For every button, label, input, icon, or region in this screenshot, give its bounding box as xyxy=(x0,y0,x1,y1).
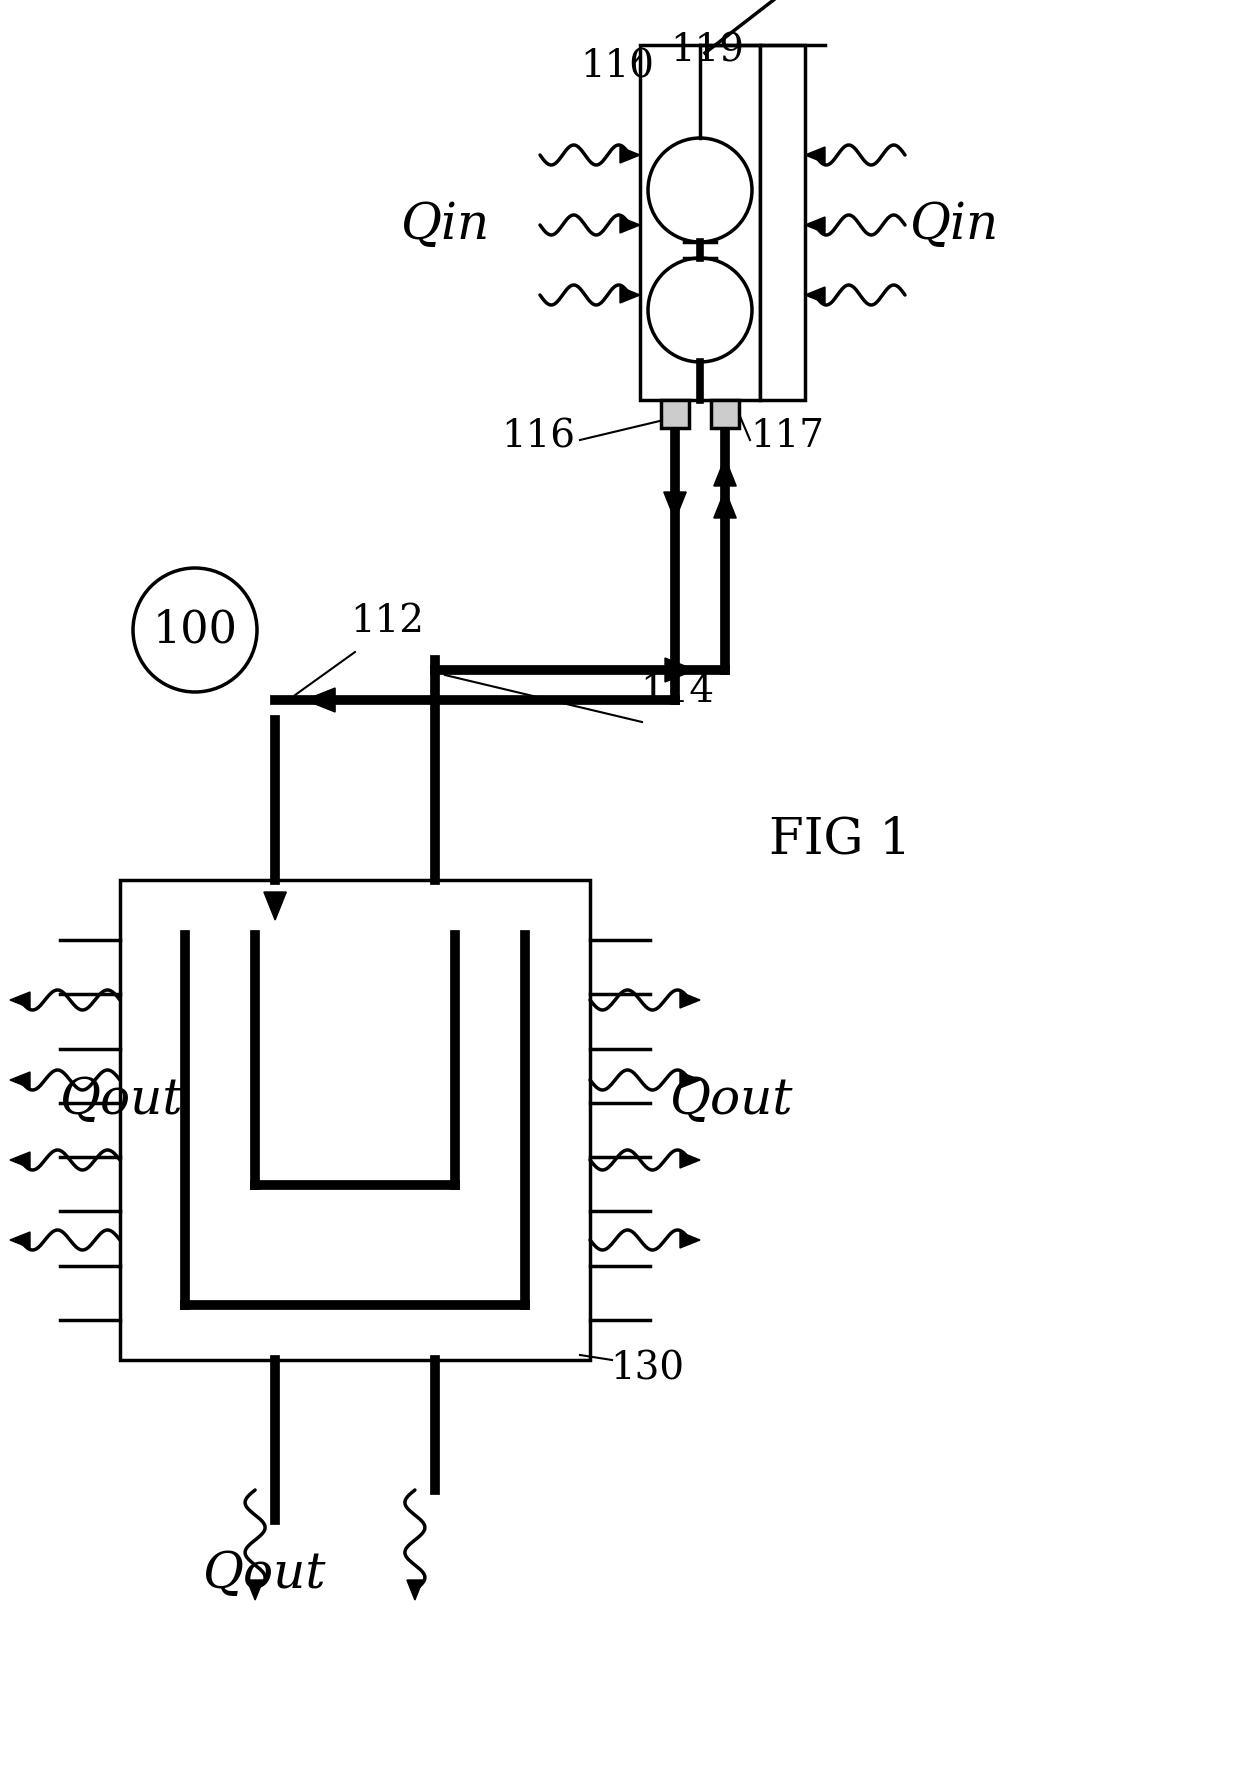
Polygon shape xyxy=(805,147,825,163)
Text: 112: 112 xyxy=(350,602,424,640)
Text: 117: 117 xyxy=(750,418,825,455)
Bar xyxy=(120,881,590,1359)
Polygon shape xyxy=(10,1152,30,1168)
Text: 100: 100 xyxy=(153,608,238,652)
Bar xyxy=(661,400,689,429)
Polygon shape xyxy=(663,493,686,519)
Circle shape xyxy=(649,259,751,361)
Text: 116: 116 xyxy=(501,418,575,455)
Polygon shape xyxy=(10,1072,30,1088)
Text: Qout: Qout xyxy=(670,1076,794,1125)
Text: 114: 114 xyxy=(640,673,714,711)
Text: Qin: Qin xyxy=(401,200,490,250)
Polygon shape xyxy=(680,1232,701,1247)
Polygon shape xyxy=(10,1232,30,1247)
Polygon shape xyxy=(805,287,825,303)
Bar xyxy=(760,44,805,400)
Polygon shape xyxy=(680,1152,701,1168)
Polygon shape xyxy=(714,457,737,486)
Text: 119: 119 xyxy=(670,32,744,69)
Polygon shape xyxy=(620,287,640,303)
Text: 130: 130 xyxy=(610,1350,684,1387)
Polygon shape xyxy=(264,891,286,920)
Polygon shape xyxy=(305,688,335,712)
Bar xyxy=(711,400,739,429)
Circle shape xyxy=(133,569,257,693)
Polygon shape xyxy=(665,657,694,682)
Polygon shape xyxy=(714,491,737,517)
Bar xyxy=(640,44,760,400)
Polygon shape xyxy=(247,1581,263,1600)
Text: Qout: Qout xyxy=(60,1076,184,1125)
Polygon shape xyxy=(805,216,825,232)
Text: Qin: Qin xyxy=(910,200,999,250)
Polygon shape xyxy=(680,1072,701,1088)
Polygon shape xyxy=(10,992,30,1008)
Text: FIG 1: FIG 1 xyxy=(769,815,911,865)
Polygon shape xyxy=(620,147,640,163)
Text: 110: 110 xyxy=(580,48,653,85)
Polygon shape xyxy=(407,1581,423,1600)
Circle shape xyxy=(649,138,751,243)
Polygon shape xyxy=(620,216,640,232)
Text: Qout: Qout xyxy=(203,1550,327,1600)
Polygon shape xyxy=(680,992,701,1008)
